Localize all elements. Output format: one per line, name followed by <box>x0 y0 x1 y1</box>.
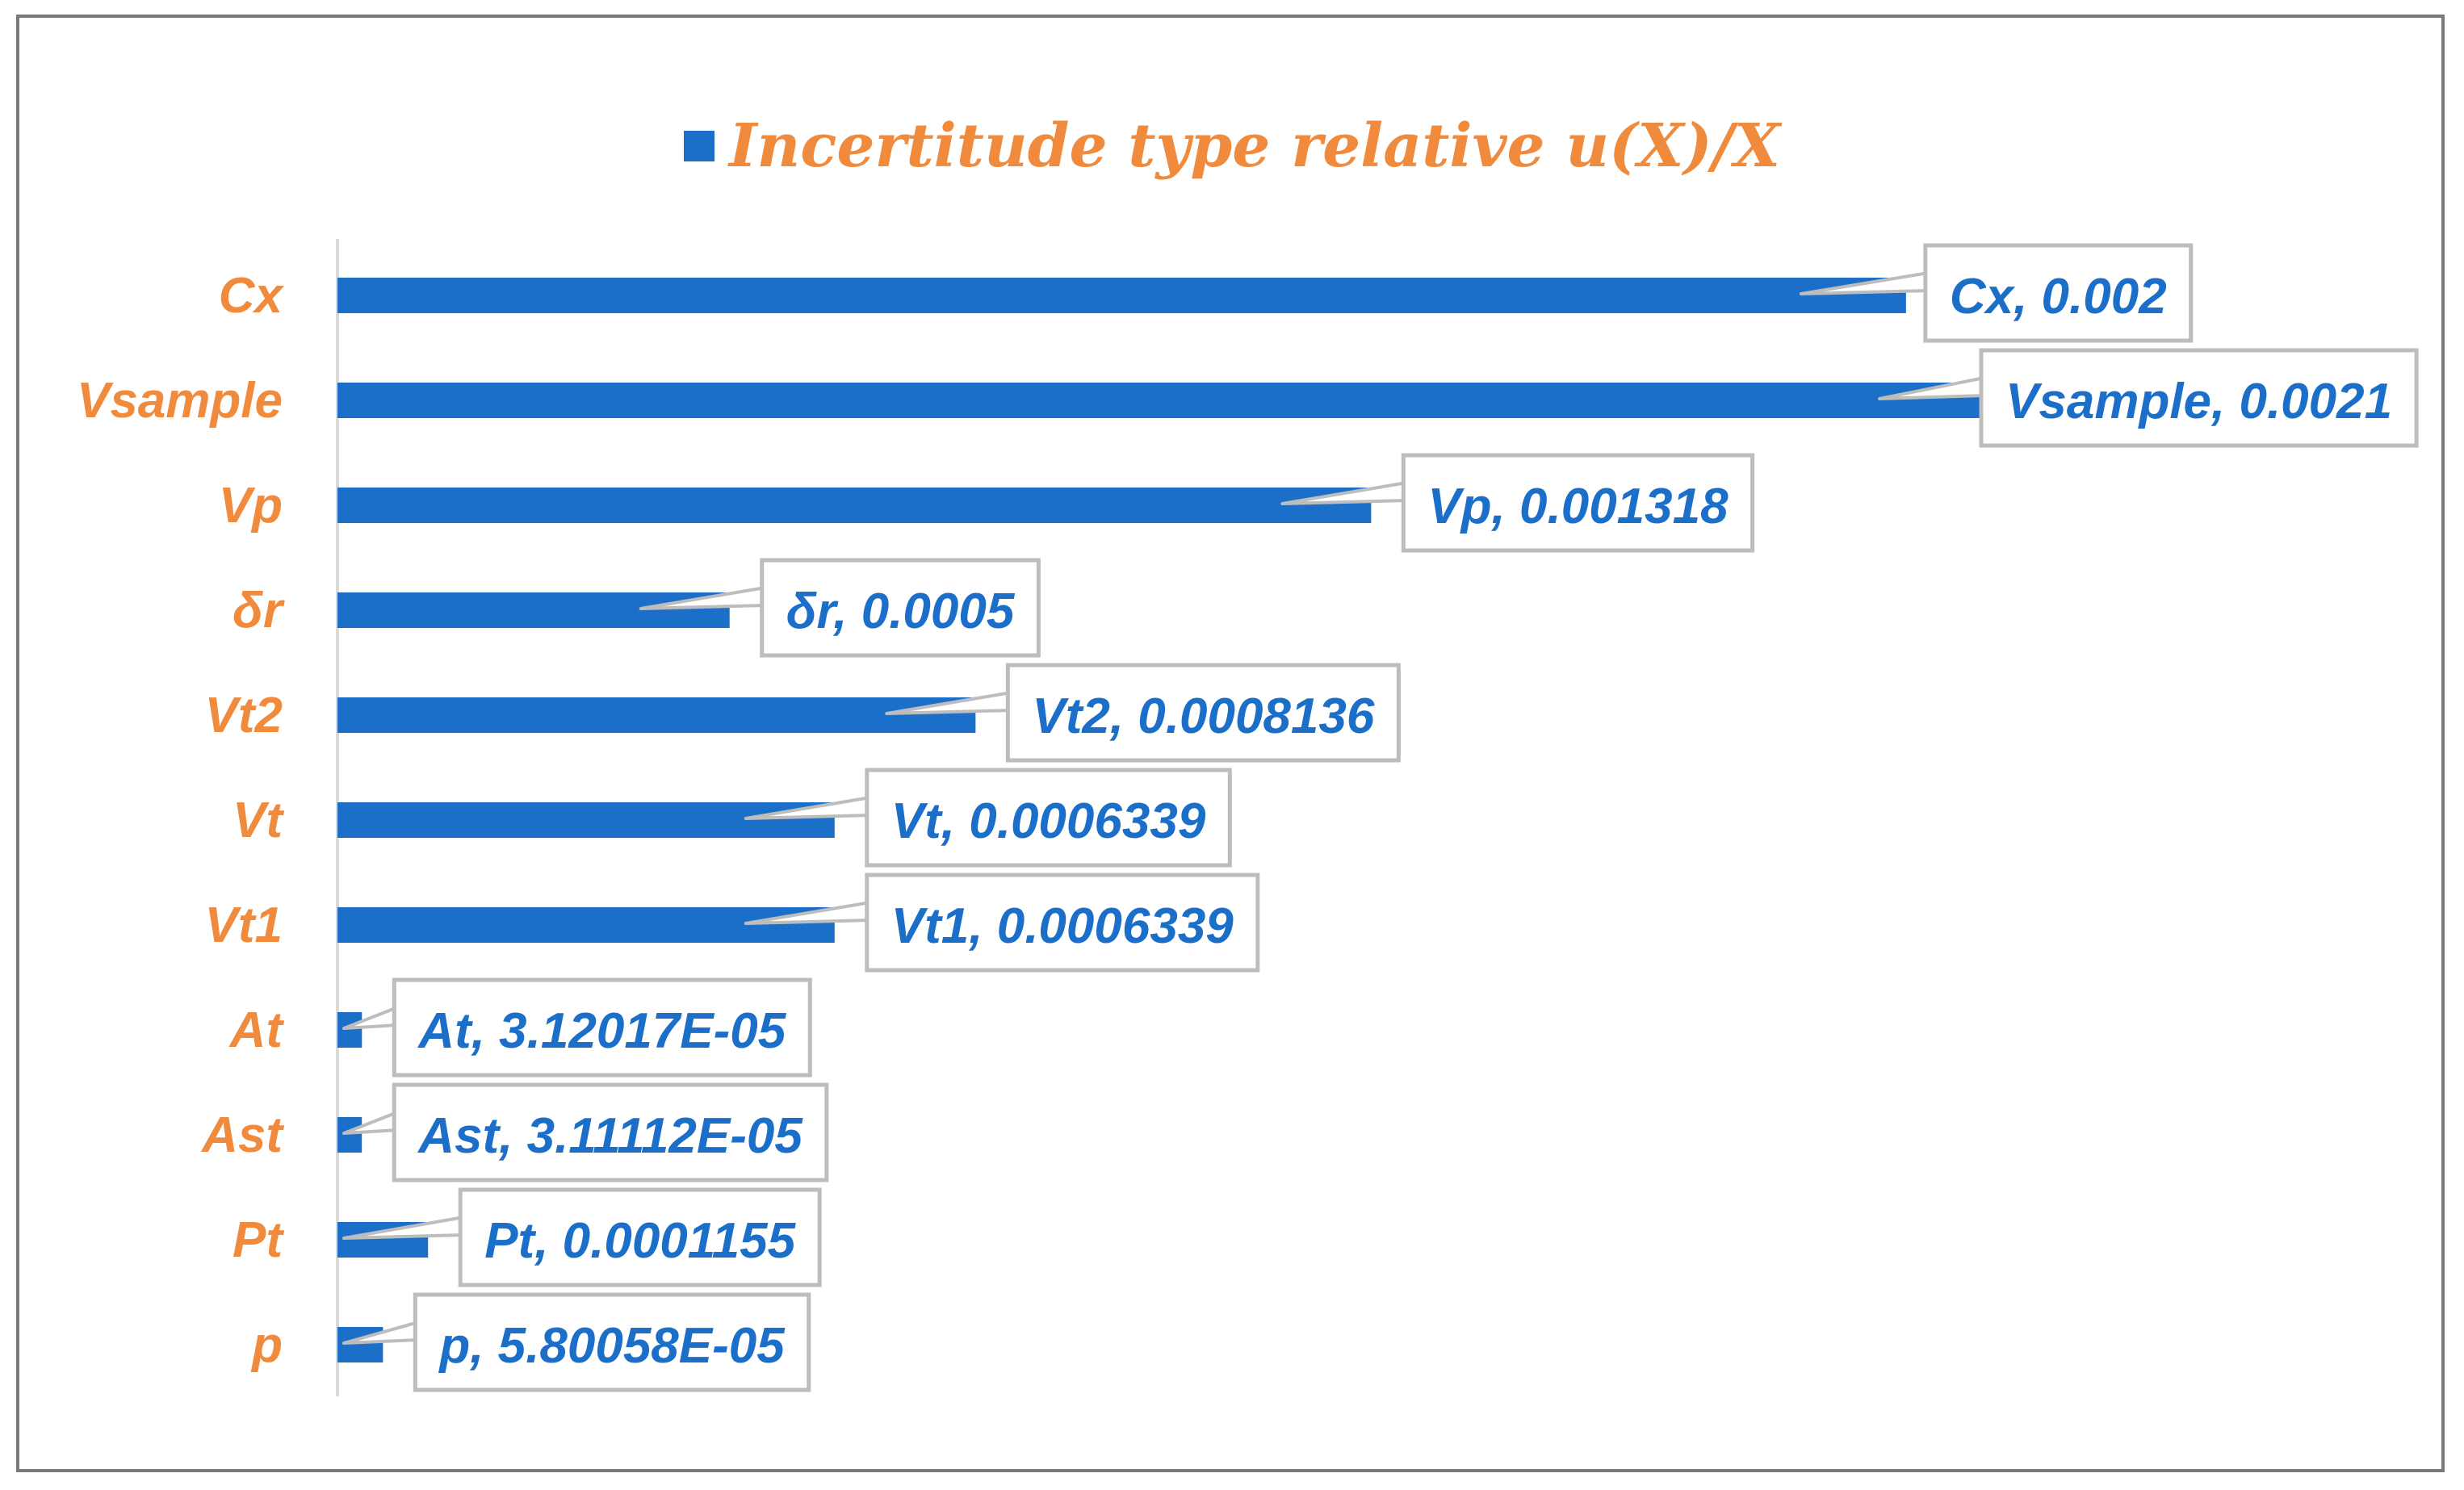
bar <box>337 592 730 628</box>
data-label-callout: p, 5.80058E-05 <box>342 1292 811 1392</box>
data-label: Vt2, 0.0008136 <box>1032 688 1375 744</box>
data-label-callout: Vt1, 0.0006339 <box>744 873 1260 973</box>
data-label: Vt, 0.0006339 <box>891 793 1206 849</box>
category-label: Vsample <box>77 373 283 429</box>
data-label-callout: Ast, 3.11112E-05 <box>342 1082 829 1182</box>
data-label-callout: Pt, 0.0001155 <box>342 1187 822 1287</box>
data-label: Vp, 0.001318 <box>1427 479 1729 534</box>
data-label-callout: Cx, 0.002 <box>1799 243 2194 343</box>
data-label: Pt, 0.0001155 <box>484 1213 796 1269</box>
data-label: p, 5.80058E-05 <box>438 1318 786 1374</box>
category-label: Vt1 <box>205 898 283 953</box>
callout-box <box>392 977 812 1078</box>
bar <box>337 907 835 943</box>
legend-swatch <box>683 130 714 161</box>
data-label: Ast, 3.11112E-05 <box>417 1108 803 1164</box>
chart-legend: Incertitude type relative u(X)/X <box>0 111 2464 181</box>
data-label-callout: At, 3.12017E-05 <box>342 977 812 1078</box>
callout-box <box>458 1187 822 1287</box>
callout-box <box>413 1292 811 1392</box>
callout-box <box>1401 453 1755 553</box>
category-label: δr <box>233 583 285 638</box>
data-label-callout: Vt2, 0.0008136 <box>885 663 1401 763</box>
data-label: Cx, 0.002 <box>1950 269 2167 324</box>
data-label: Vsample, 0.0021 <box>2005 374 2392 429</box>
bar <box>337 1117 362 1153</box>
callout-box <box>1005 663 1401 763</box>
data-label-callout: δr, 0.0005 <box>639 558 1041 658</box>
legend-label: Incertitude type relative u(X)/X <box>728 111 1781 181</box>
bar <box>337 1327 383 1362</box>
callout-box <box>760 558 1041 658</box>
bar <box>337 802 835 838</box>
category-label: Pt <box>233 1212 284 1268</box>
bar <box>337 383 1984 418</box>
data-label: Vt1, 0.0006339 <box>891 898 1234 954</box>
bar <box>337 278 1906 313</box>
category-label: Cx <box>219 268 285 324</box>
callout-box <box>865 768 1232 868</box>
data-label: δr, 0.0005 <box>786 584 1016 639</box>
bar <box>337 488 1372 523</box>
callout-box <box>1979 348 2419 448</box>
category-label: At <box>228 1002 285 1058</box>
bar <box>337 697 976 733</box>
callout-box <box>1923 243 2194 343</box>
category-label: Vt <box>233 793 284 848</box>
bar <box>337 1012 362 1048</box>
category-label: Ast <box>200 1107 284 1163</box>
data-label-callout: Vt, 0.0006339 <box>744 768 1232 868</box>
callout-box <box>865 873 1260 973</box>
data-label-callout: Vsample, 0.0021 <box>1878 348 2419 448</box>
data-label-callout: Vp, 0.001318 <box>1280 453 1755 553</box>
callout-box <box>392 1082 829 1182</box>
category-label: Vp <box>219 478 283 534</box>
data-label: At, 3.12017E-05 <box>417 1003 786 1059</box>
category-label: Vt2 <box>205 688 283 743</box>
category-label: p <box>250 1317 283 1373</box>
